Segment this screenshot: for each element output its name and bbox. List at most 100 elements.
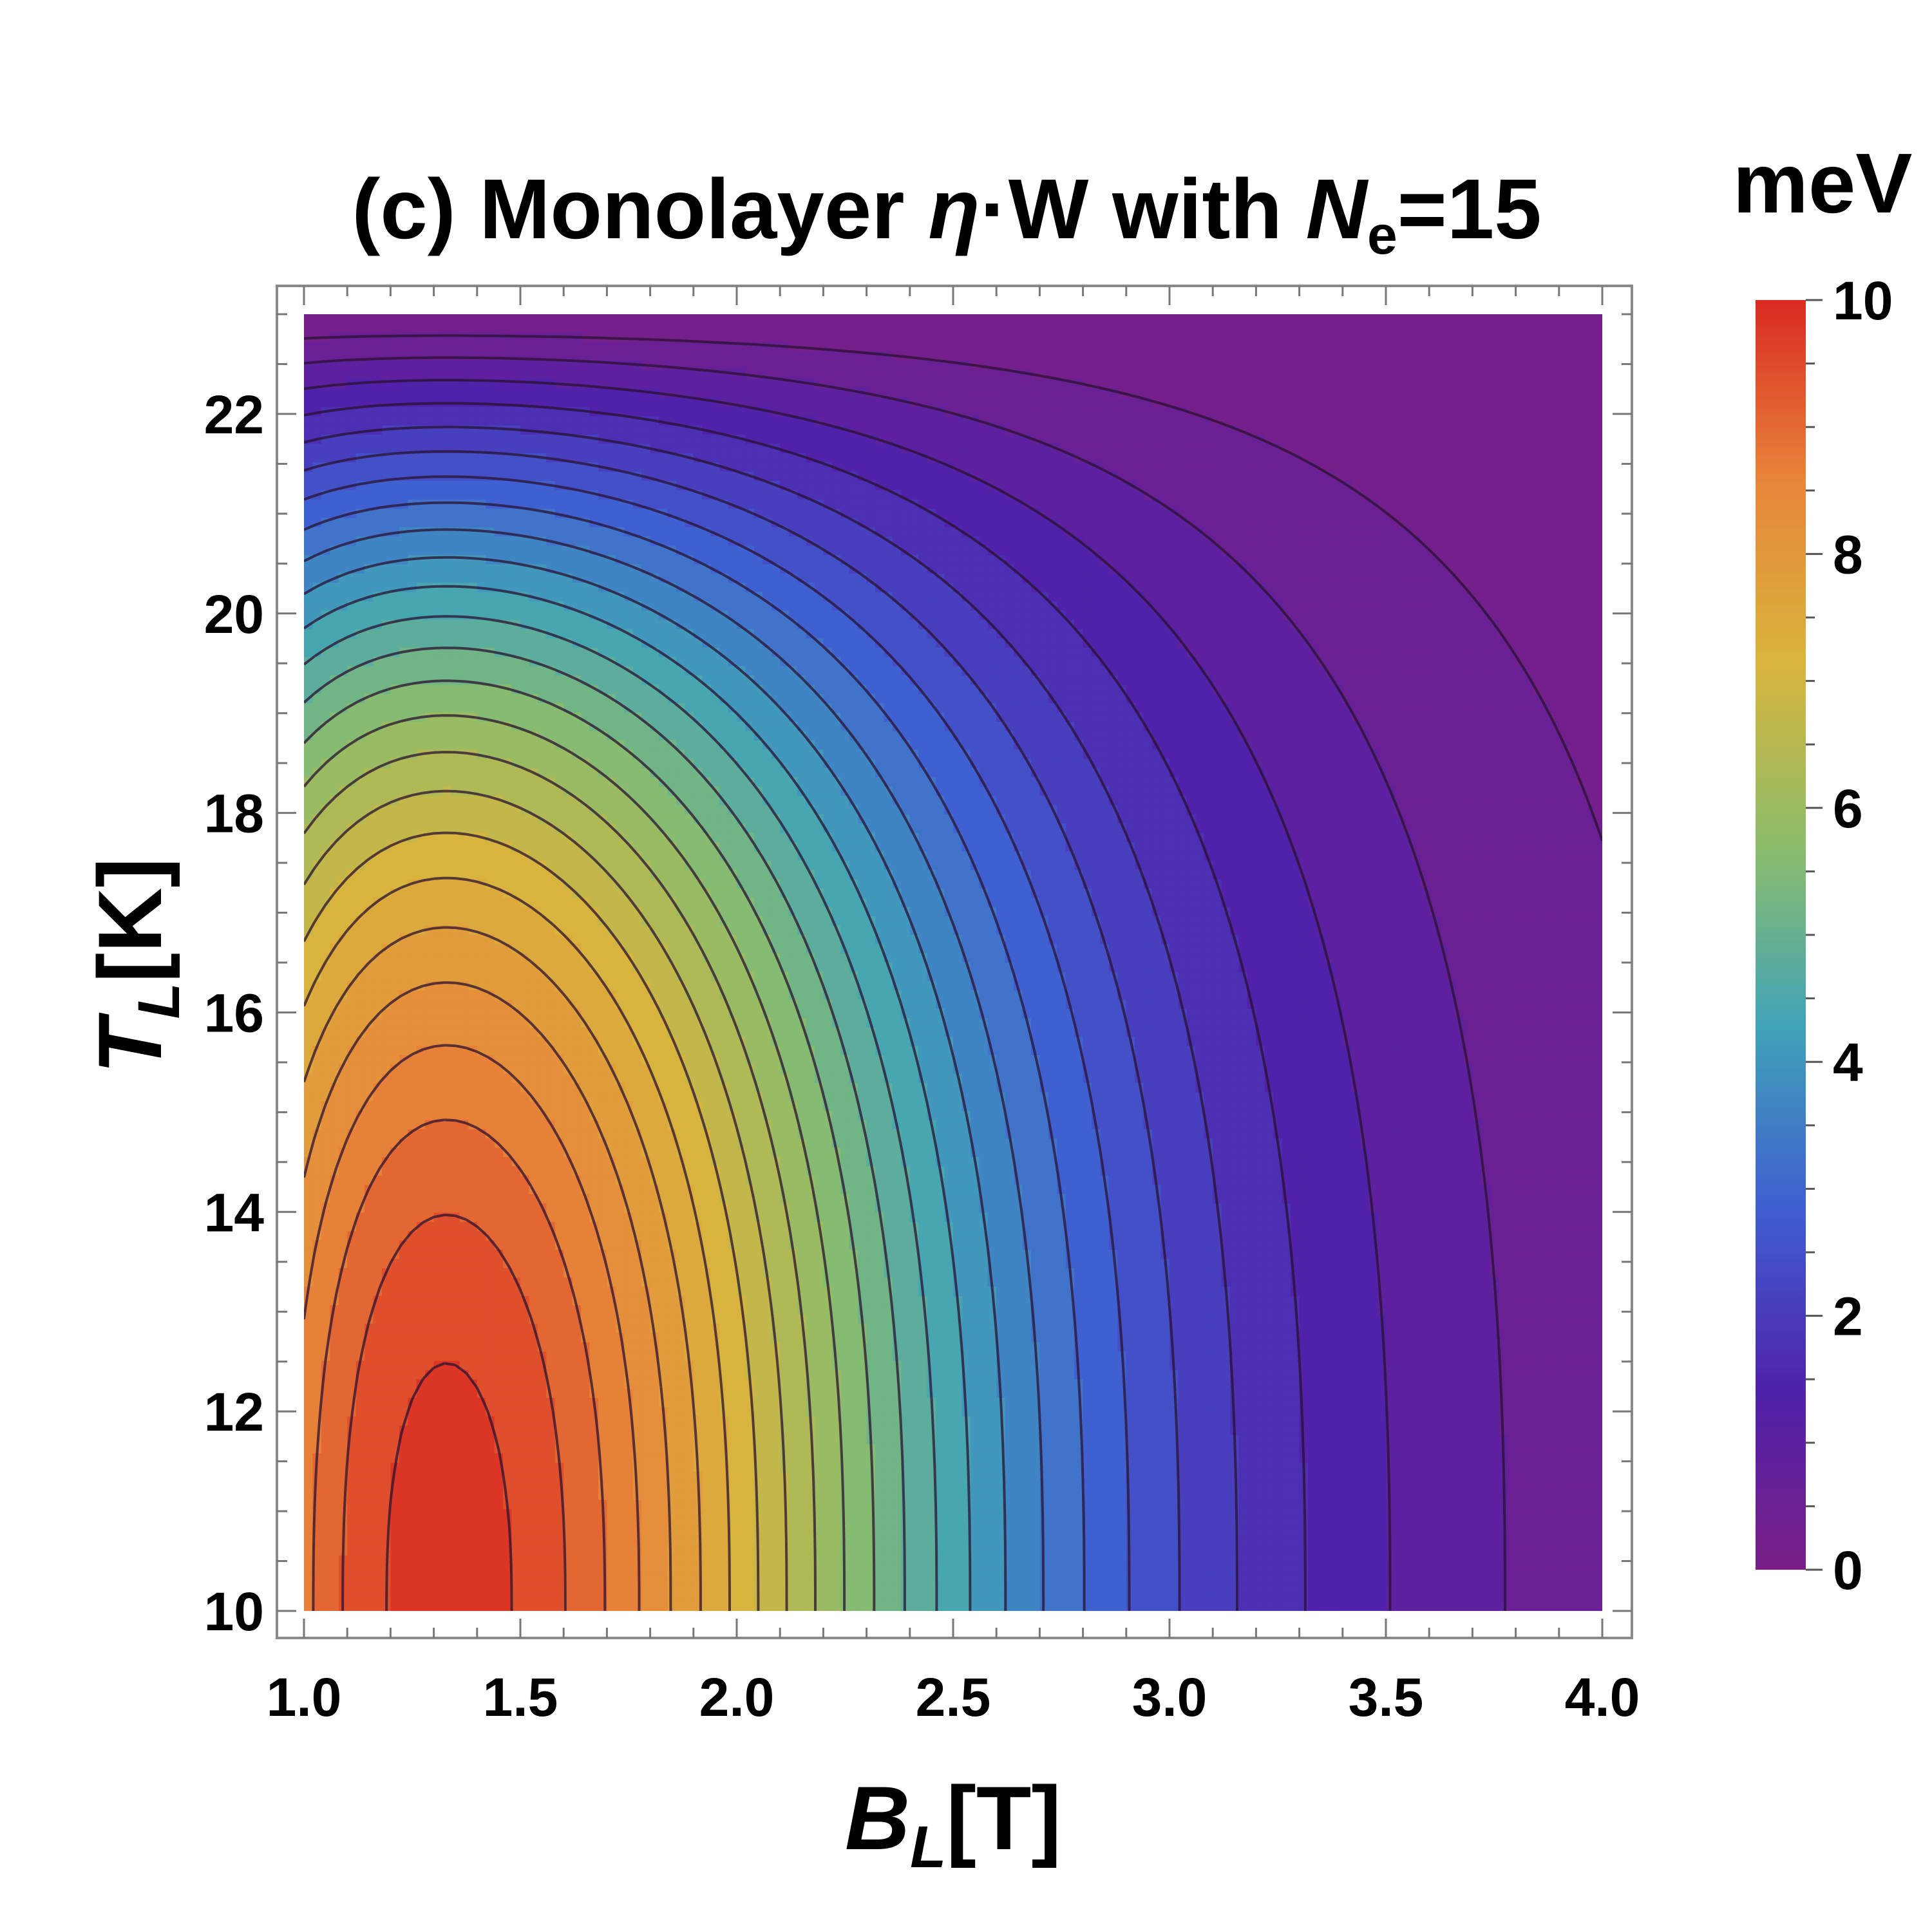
contour-cell: [1351, 509, 1361, 519]
contour-cell: [1282, 332, 1291, 343]
contour-cell: [702, 509, 712, 519]
contour-cell: [728, 379, 737, 389]
contour-cell: [1420, 583, 1430, 593]
contour-cell: [1039, 416, 1049, 426]
contour-cell: [1291, 527, 1300, 538]
contour-cell: [338, 490, 348, 500]
contour-cell: [511, 536, 521, 547]
contour-cell: [840, 314, 850, 325]
contour-cell: [1014, 444, 1023, 454]
contour-cell: [425, 314, 435, 325]
contour-cell: [762, 416, 772, 426]
contour-cell: [814, 610, 824, 621]
contour-cell: [1273, 518, 1283, 528]
contour-cell: [936, 444, 945, 454]
contour-cell: [676, 564, 686, 574]
contour-cell: [1325, 499, 1335, 509]
contour-cell: [1282, 499, 1291, 509]
contour-cell: [1463, 397, 1473, 408]
contour-cell: [1490, 490, 1499, 500]
contour-cell: [1221, 406, 1231, 417]
contour-cell: [554, 518, 564, 528]
contour-cell: [1238, 370, 1248, 380]
contour-cell: [719, 601, 729, 612]
contour-cell: [771, 416, 781, 426]
contour-cell: [892, 610, 902, 621]
contour-cell: [892, 518, 902, 528]
contour-cell: [1135, 360, 1144, 371]
contour-cell: [1550, 610, 1560, 621]
contour-cell: [1221, 527, 1231, 538]
contour-cell: [1455, 536, 1464, 547]
contour-cell: [884, 323, 893, 334]
contour-cell: [355, 323, 365, 334]
contour-cell: [987, 527, 997, 538]
contour-cell: [486, 480, 495, 491]
contour-cell: [1057, 573, 1066, 583]
contour-cell: [399, 592, 409, 602]
contour-cell: [823, 453, 833, 463]
contour-cell: [1359, 610, 1369, 621]
contour-cell: [944, 499, 954, 509]
contour-cell: [788, 499, 798, 509]
contour-cell: [1316, 332, 1326, 343]
contour-cell: [1524, 583, 1534, 593]
contour-cell: [581, 370, 591, 380]
contour-cell: [1515, 360, 1525, 371]
contour-cell: [762, 388, 772, 399]
contour-cell: [1273, 397, 1283, 408]
contour-cell: [355, 573, 365, 583]
contour-cell: [728, 406, 737, 417]
contour-cell: [858, 499, 867, 509]
contour-cell: [806, 592, 815, 602]
contour-cell: [1230, 351, 1240, 361]
contour-cell: [1585, 453, 1595, 463]
contour-cell: [927, 536, 936, 547]
contour-cell: [330, 583, 339, 593]
contour-cell: [780, 351, 790, 361]
contour-cell: [1463, 323, 1473, 334]
contour-cell: [511, 610, 521, 621]
contour-cell: [468, 388, 478, 399]
contour-cell: [511, 518, 521, 528]
contour-cell: [927, 480, 936, 491]
contour-cell: [399, 370, 409, 380]
contour-cell: [1143, 453, 1153, 463]
contour-cell: [849, 536, 858, 547]
contour-cell: [347, 444, 357, 454]
contour-cell: [468, 480, 478, 491]
contour-cell: [581, 564, 591, 574]
contour-cell: [858, 370, 867, 380]
contour-cell: [831, 471, 842, 482]
contour-cell: [373, 509, 383, 519]
contour-cell: [1567, 545, 1577, 556]
contour-cell: [961, 518, 971, 528]
contour-cell: [304, 453, 314, 463]
contour-cell: [1170, 545, 1179, 556]
contour-cell: [927, 610, 936, 621]
contour-cell: [771, 573, 781, 583]
contour-cell: [1377, 360, 1387, 371]
contour-cell: [1186, 499, 1197, 509]
contour-cell: [1351, 370, 1361, 380]
contour-cell: [970, 314, 980, 325]
contour-cell: [927, 388, 936, 399]
contour-cell: [987, 471, 997, 482]
contour-cell: [1256, 379, 1265, 389]
contour-cell: [970, 332, 980, 343]
contour-cell: [771, 435, 781, 445]
contour-cell: [1204, 406, 1213, 417]
contour-cell: [1576, 397, 1586, 408]
contour-cell: [1377, 471, 1387, 482]
contour-cell: [468, 490, 478, 500]
contour-cell: [546, 573, 556, 583]
contour-cell: [685, 351, 694, 361]
contour-cell: [632, 435, 642, 445]
contour-cell: [1481, 480, 1491, 491]
contour-cell: [477, 490, 487, 500]
contour-cell: [1083, 323, 1092, 334]
contour-cell: [806, 351, 815, 361]
contour-cell: [347, 397, 357, 408]
contour-cell: [676, 462, 686, 473]
contour-cell: [1264, 379, 1274, 389]
